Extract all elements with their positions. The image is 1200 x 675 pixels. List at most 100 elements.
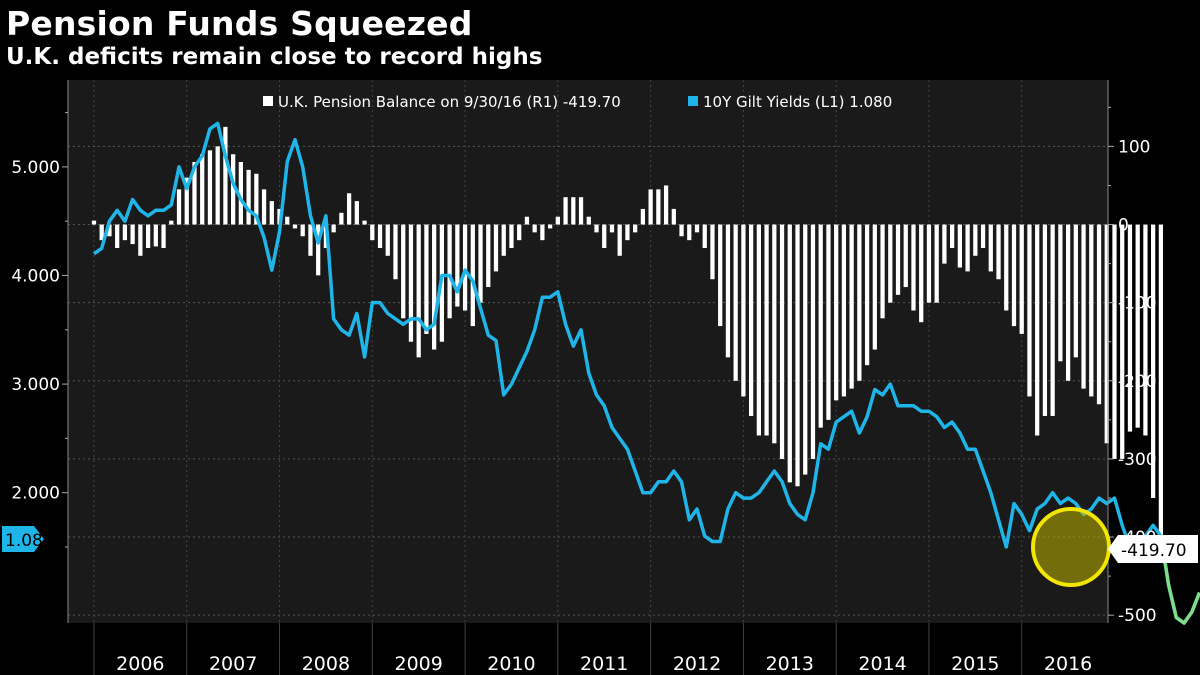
bar: [810, 224, 816, 459]
bar: [547, 224, 553, 229]
bar: [749, 224, 754, 416]
bar: [1011, 224, 1017, 327]
bar: [153, 224, 158, 247]
right-tick-label: -100: [1118, 294, 1157, 314]
bar: [447, 224, 452, 319]
left-value-tag: [2, 526, 44, 552]
bar: [795, 224, 800, 487]
bar: [285, 216, 290, 225]
bar: [261, 189, 267, 225]
bar: [586, 216, 591, 225]
bar: [408, 224, 414, 342]
highlighted-line-segment: [1159, 535, 1200, 625]
bar: [354, 201, 359, 225]
bar: [215, 146, 220, 225]
bar: [880, 224, 885, 319]
bar: [772, 224, 777, 444]
x-tick-label: 2010: [487, 653, 535, 675]
bar: [509, 224, 514, 248]
bar: [99, 224, 104, 241]
bar: [478, 224, 483, 303]
bar: [1151, 224, 1156, 498]
left-tick-label: 5.000: [11, 158, 60, 178]
gilt-yield-line: [92, 121, 1200, 625]
bar: [602, 224, 607, 248]
bar: [1127, 224, 1133, 432]
gilt-yield-polyline: [92, 121, 1200, 625]
bar: [857, 224, 862, 381]
bar: [1158, 224, 1164, 553]
bar: [911, 224, 916, 311]
left-tick-label: 3.000: [11, 375, 60, 395]
bar: [1027, 224, 1032, 397]
bar: [1073, 224, 1078, 358]
bar: [393, 224, 398, 280]
bar: [942, 224, 947, 264]
bar: [656, 189, 661, 225]
bar: [532, 224, 537, 233]
bar: [725, 224, 731, 358]
bar: [339, 212, 344, 225]
bar: [192, 162, 197, 225]
bar: [826, 224, 831, 420]
bar: [462, 224, 468, 311]
x-tick-label: 2014: [858, 653, 906, 675]
x-tick-label: 2011: [580, 653, 628, 675]
bar: [633, 224, 638, 233]
bar: [517, 224, 522, 241]
bar: [872, 224, 877, 350]
bar: [501, 224, 506, 256]
x-axis: 2006 2007 2008 2009 2010 2011 2012 2013 2014 2015…: [0, 623, 1200, 675]
bar: [555, 216, 560, 225]
bar: [1042, 224, 1048, 416]
bar: [571, 197, 576, 225]
bar: [470, 224, 475, 327]
bar: [231, 154, 236, 225]
bar: [1096, 224, 1102, 405]
x-tick-label: 2007: [209, 653, 257, 675]
legend-entry-line: 10Y Gilt Yields (L1) 1.080: [703, 93, 892, 111]
bar: [238, 162, 243, 225]
bar: [254, 173, 259, 225]
right-tick-label: 0: [1118, 216, 1129, 236]
chart-subtitle: U.K. deficits remain close to record hig…: [6, 44, 543, 70]
x-tick-label: 2013: [766, 653, 814, 675]
bar: [594, 224, 599, 233]
right-tick-label: -500: [1118, 606, 1157, 626]
bar: [385, 224, 390, 256]
bar: [617, 224, 622, 256]
x-tick-label: 2008: [302, 653, 350, 675]
bar: [91, 220, 97, 225]
bar: [609, 224, 615, 233]
bar: [756, 224, 761, 436]
bar: [895, 224, 901, 295]
legend-swatch-line: [688, 96, 698, 106]
bar: [779, 224, 785, 459]
bar: [1081, 224, 1086, 389]
bar: [648, 189, 653, 225]
bar: [130, 224, 135, 245]
bar: [300, 224, 305, 237]
bar: [1065, 224, 1071, 381]
right-tick-label: -300: [1118, 450, 1157, 470]
bar: [957, 224, 962, 268]
x-tick-label: 2015: [951, 653, 999, 675]
bar: [362, 220, 367, 225]
bar: [346, 193, 352, 225]
bar: [455, 224, 460, 307]
bar: [223, 126, 228, 225]
legend-entry-bars: U.K. Pension Balance on 9/30/16 (R1) -41…: [278, 93, 621, 111]
last-value-labels: 1.080 -419.70: [2, 526, 1198, 563]
bar: [1004, 224, 1009, 311]
pension-balance-bars: [91, 126, 1164, 553]
bar: [625, 224, 630, 241]
bar: [493, 224, 499, 272]
bar: [1050, 224, 1055, 416]
x-axis-band: [0, 623, 1200, 675]
bar: [1035, 224, 1040, 436]
bar: [401, 224, 406, 319]
bar: [1120, 224, 1125, 459]
bar: [115, 224, 120, 248]
bar: [292, 224, 298, 229]
